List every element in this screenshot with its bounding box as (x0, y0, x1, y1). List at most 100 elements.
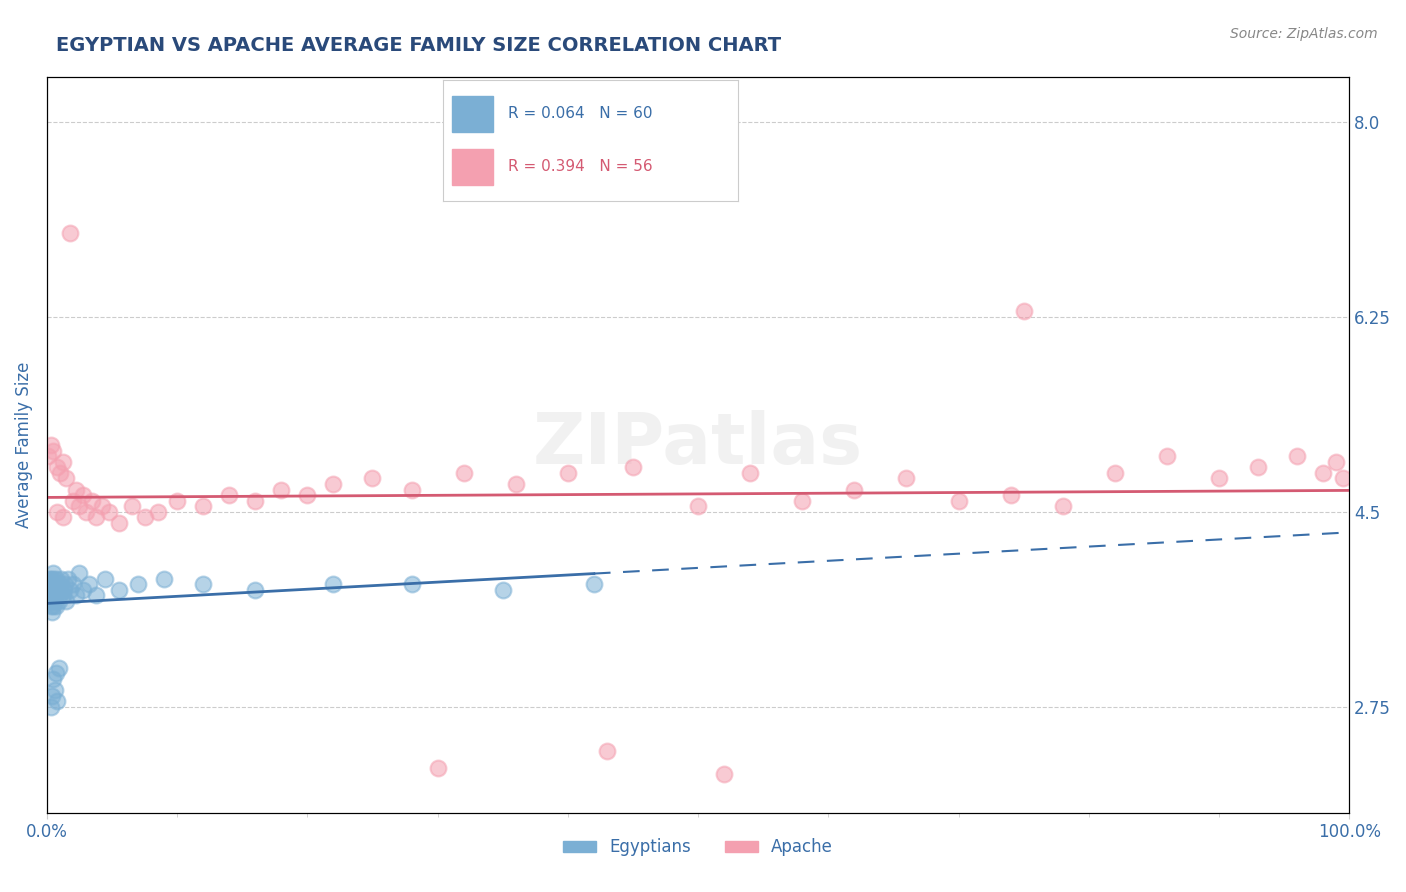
Point (41, 594, 63, 608)
Point (1247, 460, 1270, 475)
Point (1331, 471, 1354, 485)
Point (46, 505, 69, 519)
Point (37, 588, 59, 602)
Point (193, 577, 215, 591)
Legend: Egyptians, Apache: Egyptians, Apache (557, 831, 839, 863)
Text: EGYPTIAN VS APACHE AVERAGE FAMILY SIZE CORRELATION CHART: EGYPTIAN VS APACHE AVERAGE FAMILY SIZE C… (56, 36, 782, 54)
FancyBboxPatch shape (451, 149, 494, 185)
Point (322, 477, 344, 491)
Point (245, 582, 267, 597)
Point (86, 588, 108, 602)
Point (713, 766, 735, 780)
Point (401, 577, 423, 591)
Point (45, 599, 67, 614)
Point (45, 666, 67, 681)
Point (41, 689, 63, 703)
Point (41, 605, 63, 619)
Point (146, 505, 169, 519)
Point (792, 493, 814, 508)
Point (948, 493, 970, 508)
Point (51, 510, 73, 524)
Point (56, 572, 79, 586)
Point (44, 594, 66, 608)
Point (492, 582, 515, 597)
Point (127, 577, 149, 591)
Point (193, 500, 215, 514)
Text: ZIPatlas: ZIPatlas (533, 410, 863, 480)
Point (166, 493, 188, 508)
Point (361, 471, 384, 485)
Point (1156, 449, 1178, 463)
Point (1000, 488, 1022, 502)
FancyBboxPatch shape (451, 96, 494, 132)
Text: R = 0.394   N = 56: R = 0.394 N = 56 (508, 160, 652, 175)
Point (65, 483, 87, 497)
Point (72, 582, 94, 597)
Point (62, 493, 84, 508)
Point (75, 505, 97, 519)
Point (86, 510, 108, 524)
Point (39, 438, 62, 452)
Point (51, 455, 73, 469)
Point (844, 483, 866, 497)
Point (52, 582, 75, 597)
Point (48, 661, 70, 675)
Point (44, 582, 66, 597)
Point (48, 588, 70, 602)
Point (51, 572, 73, 586)
Point (1324, 455, 1347, 469)
Point (37, 577, 59, 591)
Point (82, 493, 104, 508)
Y-axis label: Average Family Size: Average Family Size (15, 362, 32, 528)
Point (38, 572, 60, 586)
Point (621, 460, 644, 475)
Point (39, 588, 62, 602)
Point (90, 500, 112, 514)
Point (245, 493, 267, 508)
Point (401, 483, 423, 497)
Point (39, 577, 62, 591)
Point (1104, 466, 1126, 480)
Point (39, 572, 62, 586)
Point (896, 471, 918, 485)
Point (94, 572, 117, 586)
Point (1312, 466, 1334, 480)
Point (218, 488, 240, 502)
Point (505, 477, 527, 491)
Point (38, 594, 60, 608)
Point (62, 577, 84, 591)
Point (42, 582, 65, 597)
Point (582, 577, 605, 591)
Point (49, 466, 72, 480)
Point (740, 466, 762, 480)
Point (453, 466, 475, 480)
Point (45, 572, 67, 586)
Point (46, 577, 69, 591)
Point (49, 577, 72, 591)
Point (77, 577, 100, 591)
Point (98, 505, 121, 519)
Point (55, 594, 77, 608)
Point (39, 699, 62, 714)
Point (37, 449, 59, 463)
Point (69, 500, 91, 514)
Point (44, 683, 66, 698)
Point (596, 744, 619, 758)
Point (59, 227, 82, 241)
Point (46, 694, 69, 708)
Point (297, 488, 319, 502)
Point (59, 582, 82, 597)
Text: Source: ZipAtlas.com: Source: ZipAtlas.com (1230, 27, 1378, 41)
Point (121, 500, 143, 514)
Point (42, 599, 65, 614)
Point (45, 588, 67, 602)
Point (51, 588, 73, 602)
Point (1012, 304, 1035, 318)
Point (42, 566, 65, 580)
Point (44, 577, 66, 591)
Point (153, 572, 176, 586)
Point (39, 599, 62, 614)
Text: R = 0.064   N = 60: R = 0.064 N = 60 (508, 106, 652, 121)
Point (46, 460, 69, 475)
Point (41, 582, 63, 597)
